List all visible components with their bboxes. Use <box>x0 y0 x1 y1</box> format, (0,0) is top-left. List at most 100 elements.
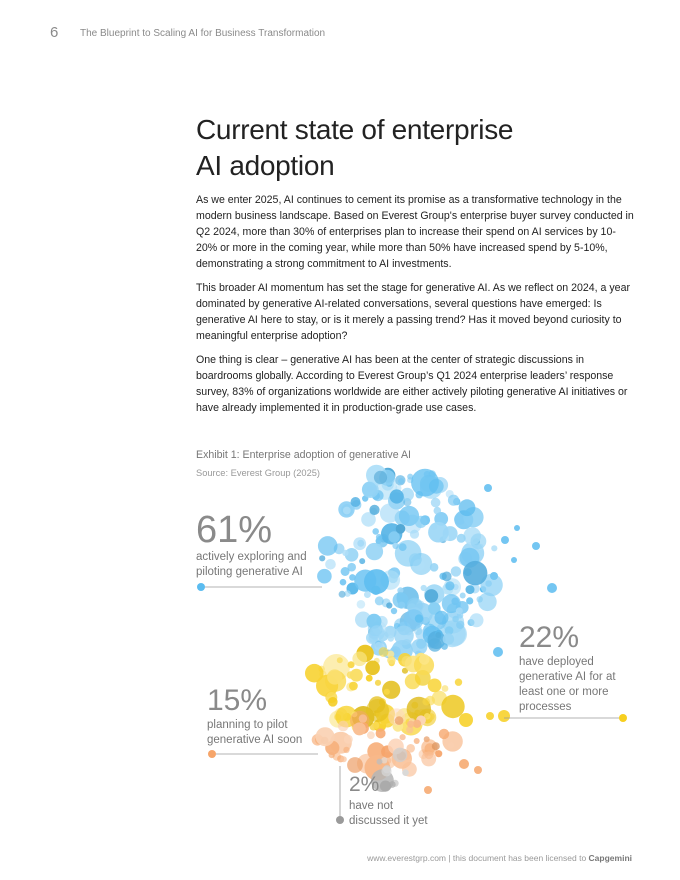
deployed-bubble <box>441 685 449 692</box>
exploring-bubble <box>441 571 452 582</box>
planning-value-label: 15% <box>207 684 267 717</box>
exploring-bubble <box>452 615 459 623</box>
deployed-description-line: least one or more <box>519 686 609 698</box>
exploring-bubble <box>389 489 404 504</box>
exploring-bubble <box>455 607 463 615</box>
exploring-bubble <box>420 584 427 592</box>
exhibit-source: Source: Everest Group (2025) <box>196 468 321 478</box>
deployed-bubble <box>327 669 343 685</box>
exploring-bubble <box>388 531 400 543</box>
exploring-bubble <box>366 613 382 629</box>
deployed-bubble <box>401 667 409 674</box>
deployed-description-line: processes <box>519 701 572 713</box>
exploring-bubble <box>362 481 377 497</box>
deployed-bubble <box>387 656 396 665</box>
deployed-bubble <box>336 657 343 664</box>
exploring-bubble <box>416 638 427 649</box>
exploring-bubble <box>403 609 424 630</box>
exhibit-title: Exhibit 1: Enterprise adoption of genera… <box>196 449 411 461</box>
planning-bubble <box>347 757 363 773</box>
exploring-bubble <box>414 627 423 636</box>
exploring-bubble <box>501 536 509 544</box>
planning-bubble <box>447 742 455 749</box>
deployed-bubble <box>441 694 465 719</box>
deployed-value-label: 22% <box>519 621 579 654</box>
exploring-bubble <box>428 602 441 615</box>
planning-bubble <box>431 742 440 751</box>
planning-bubble <box>413 738 420 744</box>
exploring-bubble <box>338 590 346 598</box>
deployed-bubble <box>383 688 390 695</box>
planning-bubble <box>315 727 335 747</box>
footer-licensee: Capgemini <box>588 853 632 863</box>
exploring-bubble <box>392 592 409 609</box>
exploring-bubble <box>478 592 497 612</box>
exploring-description-line: actively exploring and <box>196 551 307 563</box>
exploring-bubble <box>388 573 398 584</box>
exploring-bubble <box>430 497 441 508</box>
exploring-bubble <box>434 610 449 625</box>
exploring-bubble <box>407 473 414 480</box>
exploring-bubble <box>398 505 420 526</box>
exploring-bubble <box>456 533 466 543</box>
planning-bubble <box>337 720 349 732</box>
not-discussed-marker-dot <box>336 816 344 824</box>
planning-bubble <box>412 719 422 728</box>
planning-bubble <box>352 722 366 736</box>
chart-labels: 61%actively exploring and piloting genera… <box>196 509 627 827</box>
exploring-description-line: piloting generative AI <box>196 566 303 578</box>
page-number: 6 <box>50 24 59 41</box>
exploring-bubble <box>424 589 439 603</box>
exploring-bubble <box>470 533 487 550</box>
planning-bubble <box>343 734 353 744</box>
exploring-bubble <box>476 596 483 603</box>
exploring-bubble <box>397 587 404 594</box>
exploring-bubble <box>480 573 503 597</box>
exploring-bubble <box>359 558 366 565</box>
deployed-bubble <box>454 678 463 686</box>
paragraph-1: As we enter 2025, AI continues to cement… <box>196 194 634 270</box>
planning-bubble <box>358 714 368 723</box>
paragraph-2: This broader AI momentum has set the sta… <box>196 282 630 342</box>
exploring-bubble <box>353 537 367 551</box>
planning-bubble <box>375 728 386 739</box>
exploring-bubble <box>398 543 407 551</box>
deployed-bubble <box>419 654 430 665</box>
exploring-bubble <box>344 590 351 597</box>
paragraph-3: One thing is clear – generative AI has b… <box>196 354 628 414</box>
page-title-line-1: Current state of enterprise <box>196 114 514 145</box>
exploring-bubble <box>463 560 488 586</box>
exploring-bubble <box>369 504 380 515</box>
exploring-bubble <box>373 470 388 484</box>
exploring-bubble <box>532 542 540 550</box>
deployed-bubble <box>347 661 355 669</box>
planning-bubble <box>421 751 437 767</box>
exploring-bubble <box>493 647 503 657</box>
exploring-bubble <box>408 553 422 567</box>
exploring-bubble <box>469 613 484 628</box>
page-title: Current state of enterprise AI adoption <box>196 112 616 184</box>
exploring-bubble <box>319 555 326 562</box>
planning-bubble <box>343 746 350 754</box>
planning-bubble <box>435 750 443 758</box>
not-discussed-bubble <box>381 757 388 764</box>
exploring-bubble <box>361 512 376 527</box>
exploring-bubble <box>317 536 338 556</box>
deployed-bubble <box>404 673 421 690</box>
planning-bubble <box>406 726 414 734</box>
exploring-bubble <box>442 633 455 645</box>
deployed-bubble <box>349 681 358 691</box>
exploring-bubble <box>484 484 492 492</box>
deployed-bubble <box>305 663 324 683</box>
exploring-bubble <box>433 506 442 515</box>
exploring-bubble <box>390 607 398 615</box>
body-text: As we enter 2025, AI continues to cement… <box>196 192 634 424</box>
planning-bubble <box>474 766 482 774</box>
exploring-bubble <box>445 581 455 591</box>
exploring-bubble <box>364 591 371 598</box>
exploring-marker-dot <box>197 583 205 591</box>
deployed-description-line: have deployed <box>519 656 594 668</box>
exploring-bubble <box>429 563 439 572</box>
exploring-bubble <box>441 643 448 650</box>
not-discussed-bubble <box>402 769 409 776</box>
